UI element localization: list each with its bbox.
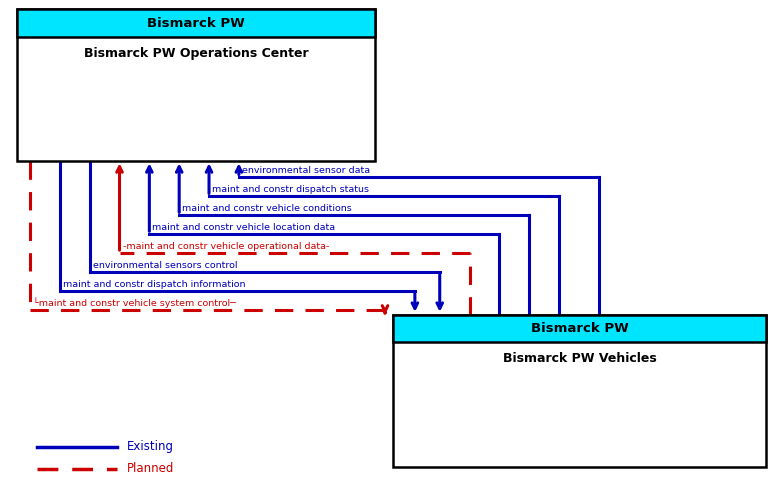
Text: Bismarck PW Vehicles: Bismarck PW Vehicles [503, 352, 656, 366]
Text: maint and constr vehicle conditions: maint and constr vehicle conditions [182, 204, 352, 213]
Text: environmental sensor data: environmental sensor data [242, 166, 370, 175]
Bar [17, 10, 375, 160]
Text: environmental sensors control: environmental sensors control [92, 261, 237, 270]
Bar [17, 10, 375, 37]
Text: Bismarck PW Operations Center: Bismarck PW Operations Center [84, 47, 309, 60]
Text: Bismarck PW: Bismarck PW [531, 322, 628, 335]
Text: maint and constr dispatch status: maint and constr dispatch status [212, 186, 369, 194]
Text: maint and constr vehicle location data: maint and constr vehicle location data [153, 223, 335, 232]
Text: maint and constr dispatch information: maint and constr dispatch information [63, 280, 245, 289]
Text: └maint and constr vehicle system control─: └maint and constr vehicle system control… [33, 297, 236, 308]
Text: -maint and constr vehicle operational data-: -maint and constr vehicle operational da… [122, 242, 329, 251]
Text: Bismarck PW: Bismarck PW [147, 17, 245, 30]
Bar [393, 314, 766, 342]
Text: Planned: Planned [127, 462, 174, 475]
Text: Existing: Existing [127, 440, 174, 454]
Bar [393, 314, 766, 467]
